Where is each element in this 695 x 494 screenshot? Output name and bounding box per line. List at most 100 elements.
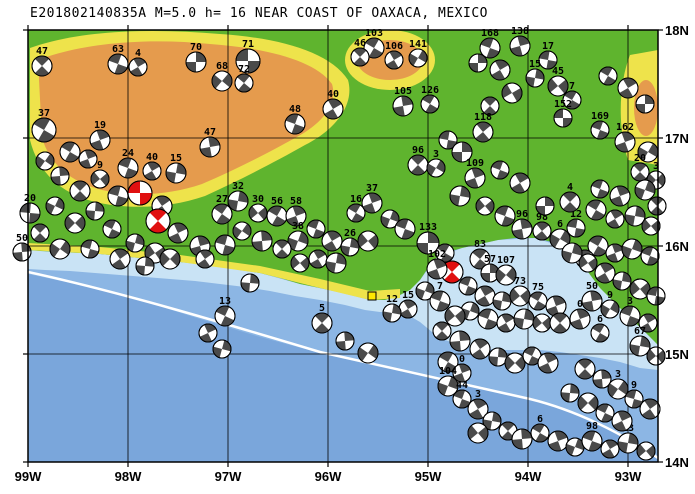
beachball-label: 20 (634, 153, 646, 164)
beachball-outline (598, 66, 618, 86)
beachball-quadrants (570, 309, 590, 329)
beachball-outline (495, 264, 517, 286)
beachball-outline (585, 199, 607, 221)
beachball-outline (435, 243, 455, 263)
beachball-outline (234, 73, 254, 93)
beachball (511, 428, 533, 450)
beachball-quadrants (582, 291, 602, 311)
beachball-quadrants (480, 38, 500, 58)
beachball (624, 205, 646, 227)
beachball-label: 141 (409, 39, 427, 50)
beachball-outline (449, 330, 471, 352)
beachball-label: 37 (366, 183, 378, 194)
beachball (504, 352, 526, 374)
beachball: 20 (630, 153, 650, 182)
beachball-quadrants (567, 219, 585, 237)
beachball (357, 230, 379, 252)
beachball (636, 441, 656, 461)
beachball-outline (408, 48, 428, 68)
beachball-quadrants (427, 160, 445, 176)
beachball-outline (198, 323, 218, 343)
beachball (501, 82, 523, 104)
beachball-label: 44 (456, 380, 468, 391)
beachball: 71 (235, 39, 261, 74)
beachball-quadrants (566, 438, 584, 456)
beachball-quadrants (625, 390, 643, 408)
deep-ocean (28, 274, 658, 462)
beachball: 3 (619, 296, 641, 327)
beachball-quadrants (285, 114, 305, 134)
lon-label: 98W (115, 469, 142, 484)
beachball: 6 (590, 314, 610, 343)
beachball-quadrants (620, 306, 640, 326)
beachball-quadrants (530, 292, 546, 310)
beachball-outline (646, 286, 666, 306)
beachball: 126 (420, 85, 440, 114)
beachball-quadrants (79, 150, 97, 168)
beachball: 109 (464, 158, 486, 189)
beachball (488, 347, 508, 367)
beachball (638, 313, 658, 333)
beachball: 70 (185, 42, 207, 73)
beachball-outline (420, 94, 440, 114)
beachball-quadrants (190, 236, 210, 256)
beachball-outline (78, 149, 98, 169)
beachball: 106 (384, 41, 404, 70)
beachball: 133 (416, 222, 440, 255)
beachball-quadrants (427, 259, 447, 279)
beachball-quadrants (554, 109, 572, 127)
beachball-quadrants (478, 309, 498, 329)
beachball (587, 235, 609, 257)
beachball (617, 77, 639, 99)
beachball-quadrants (90, 130, 110, 150)
beachball-outline (142, 161, 162, 181)
beachball (634, 179, 656, 201)
beachball (30, 223, 50, 243)
beachball (469, 338, 491, 360)
beachball-outline (647, 196, 667, 216)
beachball-outline (429, 290, 451, 312)
beachball-quadrants (341, 238, 359, 256)
beachball: 47 (199, 127, 221, 158)
beachball-outline (272, 239, 292, 259)
beachball-quadrants (495, 206, 515, 226)
beachball-outline (145, 208, 171, 234)
beachball (458, 276, 478, 296)
beachball: 17 (538, 41, 558, 70)
beachball: 16 (346, 194, 366, 223)
beachball-outline (577, 392, 599, 414)
beachball-quadrants (619, 78, 637, 98)
beachball-quadrants (578, 395, 598, 411)
beachball-quadrants (310, 250, 326, 268)
beachball: 103 (363, 28, 385, 59)
beachball-quadrants (615, 132, 635, 152)
beachball-quadrants (596, 404, 614, 422)
beachball-label: 138 (511, 26, 529, 37)
beachball (432, 321, 452, 341)
beachball (592, 369, 612, 389)
beachball-label: 72 (238, 64, 250, 75)
beachball-quadrants (61, 142, 79, 162)
beachball-label: 6 (557, 219, 563, 230)
beachball-quadrants (166, 163, 186, 183)
beachball: 96 (511, 209, 533, 240)
beachball-outline (322, 98, 344, 120)
beachball-outline (89, 129, 111, 151)
beachball: 50 (12, 233, 32, 262)
beachball-label: 4 (135, 48, 141, 59)
beachball-label: 105 (394, 86, 412, 97)
beachball-outline (382, 303, 402, 323)
beachball-outline (621, 238, 643, 260)
beachball: 96 (407, 145, 429, 176)
beachball-quadrants (130, 58, 146, 76)
beachball (494, 205, 516, 227)
beachball-outline (306, 219, 326, 239)
beachball-quadrants (471, 339, 489, 359)
axis-labels: 99W 98W 97W 96W 95W 94W 93W 18N 17N 16N 15N 14N (15, 23, 689, 484)
beachball-quadrants (186, 52, 206, 72)
beachball-outline (109, 248, 131, 270)
beachball-quadrants (126, 234, 144, 252)
lat-label: 18N (665, 23, 689, 38)
beachball (85, 201, 105, 221)
beachball (306, 219, 326, 239)
